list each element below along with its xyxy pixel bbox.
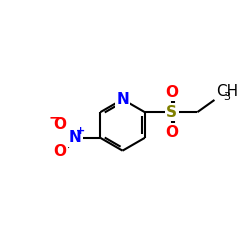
Text: S: S — [166, 105, 177, 120]
Text: O: O — [54, 144, 66, 159]
Text: +: + — [76, 126, 85, 136]
Text: −: − — [48, 110, 60, 124]
Text: O: O — [54, 117, 66, 132]
Text: O: O — [165, 125, 178, 140]
Text: N: N — [68, 130, 81, 145]
Text: O: O — [165, 84, 178, 100]
Text: CH: CH — [216, 84, 238, 99]
Text: 3: 3 — [224, 92, 230, 102]
Text: N: N — [116, 92, 129, 107]
